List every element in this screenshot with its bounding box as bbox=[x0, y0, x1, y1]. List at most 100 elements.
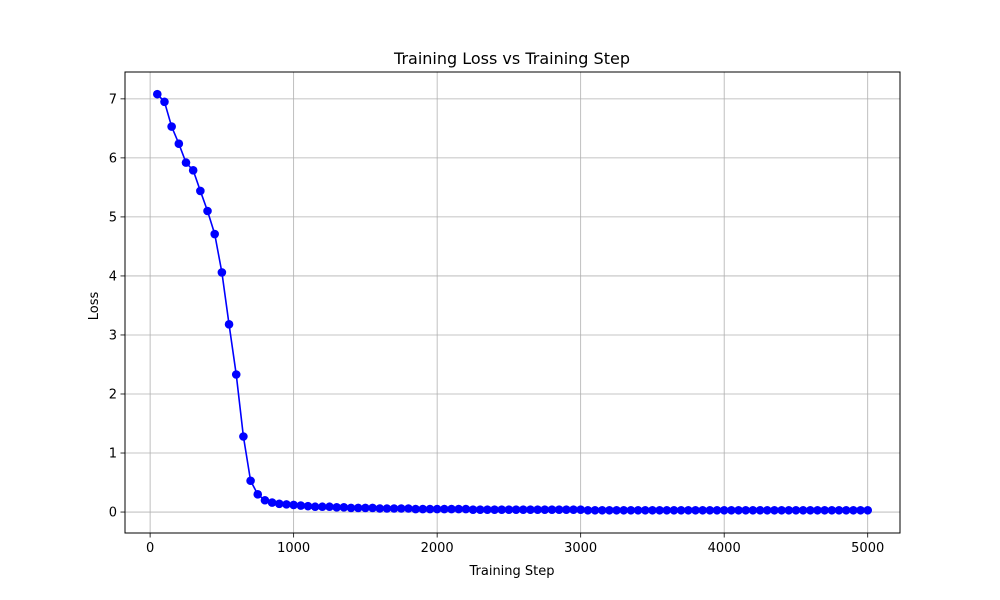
loss-point bbox=[196, 186, 205, 196]
loss-point bbox=[791, 505, 801, 515]
loss-point bbox=[396, 504, 406, 513]
loss-point bbox=[662, 505, 672, 515]
loss-point bbox=[274, 499, 284, 509]
loss-point bbox=[734, 505, 743, 515]
loss-point bbox=[382, 504, 392, 513]
loss-point bbox=[526, 505, 535, 514]
loss-point bbox=[404, 504, 413, 513]
loss-point bbox=[224, 320, 234, 329]
loss-point bbox=[432, 504, 442, 514]
loss-point bbox=[684, 505, 693, 515]
loss-point bbox=[583, 505, 593, 515]
loss-point bbox=[619, 505, 629, 515]
loss-point bbox=[691, 505, 700, 515]
x-tick-label: 0 bbox=[146, 541, 154, 556]
loss-point bbox=[239, 432, 248, 441]
loss-point bbox=[655, 505, 664, 515]
y-tick-label: 0 bbox=[109, 506, 117, 521]
loss-point bbox=[741, 505, 751, 515]
x-axis-label: Training Step bbox=[468, 564, 554, 579]
loss-point bbox=[806, 505, 815, 515]
loss-point bbox=[332, 503, 341, 512]
loss-point bbox=[597, 505, 607, 515]
loss-point bbox=[834, 505, 844, 515]
loss-point bbox=[203, 206, 212, 216]
x-tick-label: 2000 bbox=[421, 541, 454, 556]
chart-title: Training Loss vs Training Step bbox=[393, 49, 630, 68]
loss-point bbox=[540, 505, 550, 514]
loss-point bbox=[504, 505, 514, 514]
loss-point bbox=[719, 505, 729, 515]
loss-point bbox=[705, 505, 715, 515]
loss-point bbox=[167, 122, 176, 131]
loss-point bbox=[475, 505, 485, 514]
loss-point bbox=[562, 505, 571, 514]
loss-point bbox=[246, 476, 255, 486]
y-tick-label: 7 bbox=[109, 92, 117, 107]
loss-point bbox=[310, 502, 320, 512]
loss-point bbox=[784, 505, 794, 515]
loss-point bbox=[375, 504, 385, 513]
loss-point bbox=[712, 505, 722, 515]
loss-point bbox=[497, 505, 507, 514]
loss-point bbox=[181, 158, 191, 167]
loss-point bbox=[425, 504, 435, 514]
loss-point bbox=[174, 139, 184, 149]
loss-point bbox=[447, 504, 456, 514]
y-tick-label: 2 bbox=[109, 387, 117, 402]
loss-point bbox=[361, 503, 370, 513]
loss-point bbox=[152, 89, 162, 99]
loss-point bbox=[346, 503, 356, 513]
loss-point bbox=[533, 505, 542, 514]
y-tick-label: 6 bbox=[109, 151, 117, 166]
loss-point bbox=[755, 505, 765, 515]
loss-point bbox=[841, 505, 851, 515]
loss-point bbox=[389, 504, 399, 513]
loss-point bbox=[210, 229, 219, 239]
loss-point bbox=[325, 502, 334, 512]
loss-point bbox=[368, 503, 377, 513]
loss-point bbox=[260, 495, 270, 505]
loss-point bbox=[339, 503, 349, 512]
loss-point bbox=[461, 504, 471, 514]
plot-area-frame bbox=[124, 71, 901, 534]
loss-point bbox=[640, 505, 650, 515]
loss-point bbox=[547, 505, 557, 514]
loss-point bbox=[231, 370, 241, 379]
y-tick-label: 1 bbox=[109, 447, 117, 462]
loss-point bbox=[468, 505, 478, 514]
loss-point bbox=[813, 505, 822, 515]
loss-point bbox=[590, 505, 600, 515]
loss-point bbox=[669, 505, 679, 515]
x-tick-label: 4000 bbox=[708, 541, 741, 556]
loss-point bbox=[748, 505, 758, 515]
loss-point bbox=[267, 498, 277, 507]
loss-point bbox=[188, 165, 198, 175]
loss-point bbox=[296, 501, 306, 510]
loss-point bbox=[440, 504, 449, 514]
loss-point bbox=[798, 505, 808, 515]
y-tick-label: 5 bbox=[109, 210, 117, 225]
loss-point bbox=[418, 504, 428, 514]
loss-point bbox=[454, 504, 463, 514]
loss-point bbox=[353, 503, 363, 513]
loss-point bbox=[777, 505, 786, 515]
loss-point bbox=[483, 505, 492, 514]
x-tick-label: 3000 bbox=[564, 541, 597, 556]
y-axis-label: Loss bbox=[87, 292, 102, 321]
loss-point bbox=[569, 505, 578, 514]
loss-series bbox=[152, 89, 873, 515]
loss-point bbox=[490, 505, 499, 514]
loss-point bbox=[217, 268, 227, 277]
x-tick-label: 5000 bbox=[851, 541, 884, 556]
loss-point bbox=[518, 505, 528, 514]
loss-point bbox=[633, 505, 643, 515]
loss-point bbox=[605, 505, 614, 515]
axis-ticks: 0 1000 2000 3000 4000 5000 0 1 2 3 4 5 6 7 bbox=[109, 92, 885, 556]
loss-point bbox=[511, 505, 521, 514]
loss-point bbox=[303, 501, 313, 511]
x-tick-label: 1000 bbox=[277, 541, 310, 556]
loss-point bbox=[849, 505, 858, 515]
loss-point bbox=[282, 500, 291, 509]
